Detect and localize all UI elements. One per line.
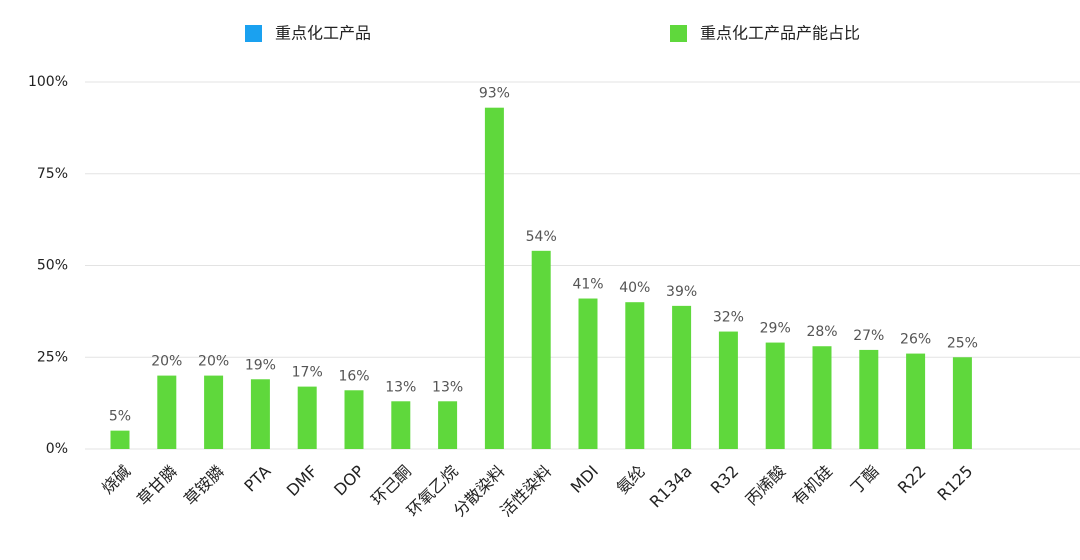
bar [812,346,832,449]
x-tick-label: 烧碱 [98,462,134,498]
x-tick-label: DOP [330,461,368,499]
x-tick-label: 氨纶 [613,462,649,498]
y-tick-label: 75% [37,166,68,182]
value-label: 41% [572,277,603,293]
bar [672,305,692,449]
value-label: 13% [432,379,463,395]
bar [157,375,177,449]
x-tick-label: 活性染料 [497,462,556,521]
bar [718,331,738,449]
y-tick-label: 50% [37,258,68,274]
y-tick-label: 25% [37,349,68,365]
bar [391,401,411,449]
bar [906,353,926,449]
bar [484,107,504,449]
x-tick-label: 草铵膦 [180,462,227,509]
x-tick-label: 丁酯 [847,462,883,498]
bar [250,379,270,449]
bar [297,386,317,449]
value-label: 20% [198,354,229,370]
value-label: 20% [151,354,182,370]
x-tick-label: 草甘膦 [133,462,180,509]
bar [344,390,364,449]
x-tick-label: 分散染料 [450,462,509,521]
legend-swatch [670,25,687,42]
value-label: 25% [947,335,978,351]
bar [952,357,972,449]
bar [531,250,551,449]
bar [438,401,458,449]
x-tick-label: MDI [567,462,602,497]
y-tick-label: 100% [28,74,68,90]
value-label: 5% [109,409,131,425]
y-tick-label: 0% [46,441,68,457]
x-tick-label: 丙烯酸 [742,462,789,509]
value-label: 32% [713,310,744,326]
x-tick-label: R32 [707,462,743,498]
x-tick-label: R134a [646,462,696,512]
value-label: 17% [292,365,323,381]
x-tick-label: R125 [934,462,977,505]
value-label: 40% [619,280,650,296]
x-tick-label: 环氧乙烷 [403,462,462,521]
value-label: 26% [900,332,931,348]
bar [765,342,785,449]
x-tick-label: 有机硅 [789,462,836,509]
bar [859,349,879,449]
bar [625,302,645,449]
value-label: 13% [385,379,416,395]
value-label: 39% [666,284,697,300]
bar [578,298,598,449]
x-tick-label: PTA [240,462,274,496]
bar [204,375,224,449]
value-label: 54% [526,229,557,245]
value-label: 19% [245,357,276,373]
x-tick-label: DMF [283,462,321,500]
legend-label: 重点化工产品产能占比 [700,24,860,43]
value-label: 93% [479,86,510,102]
value-label: 29% [760,321,791,337]
legend-swatch [245,25,262,42]
value-label: 16% [338,368,369,384]
bar [110,430,130,449]
legend-label: 重点化工产品 [275,24,371,43]
value-label: 28% [806,324,837,340]
x-tick-label: R22 [894,462,930,498]
value-label: 27% [853,328,884,344]
